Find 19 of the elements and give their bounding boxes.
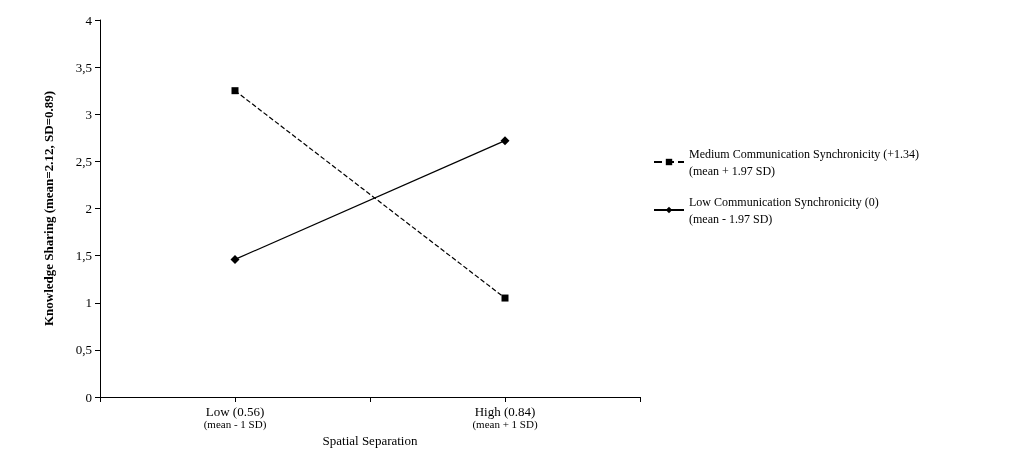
- y-tick-label: 0,5: [75, 342, 92, 358]
- x-tick-label: High (0.84) (mean + 1 SD): [472, 404, 538, 431]
- x-tick-label: Low (0.56) (mean - 1 SD): [203, 404, 267, 431]
- y-tick-label: 3,5: [75, 59, 92, 75]
- legend-label: Medium Communication Synchronicity (+1.34) (mean + 1.97 SD): [689, 146, 920, 178]
- y-tick-label: 1: [85, 295, 92, 311]
- y-tick-label: 4: [85, 12, 93, 28]
- point: [500, 136, 510, 146]
- point: [230, 254, 240, 264]
- legend-label: Low Communication Synchronicity (0) (mean - 1.97 SD): [689, 194, 879, 226]
- y-tick-label: 3: [85, 106, 92, 122]
- point: [501, 294, 509, 302]
- y-axis-title: Knowledge Sharing (mean=2.12, SD=0.89): [41, 90, 56, 327]
- point: [231, 87, 239, 95]
- y-tick-label: 0: [85, 389, 92, 405]
- x-axis-title: Spatial Separation: [322, 432, 418, 448]
- y-tick-label: 1,5: [75, 248, 92, 264]
- y-tick-label: 2: [85, 201, 92, 216]
- y-tick-label: 2,5: [75, 153, 92, 169]
